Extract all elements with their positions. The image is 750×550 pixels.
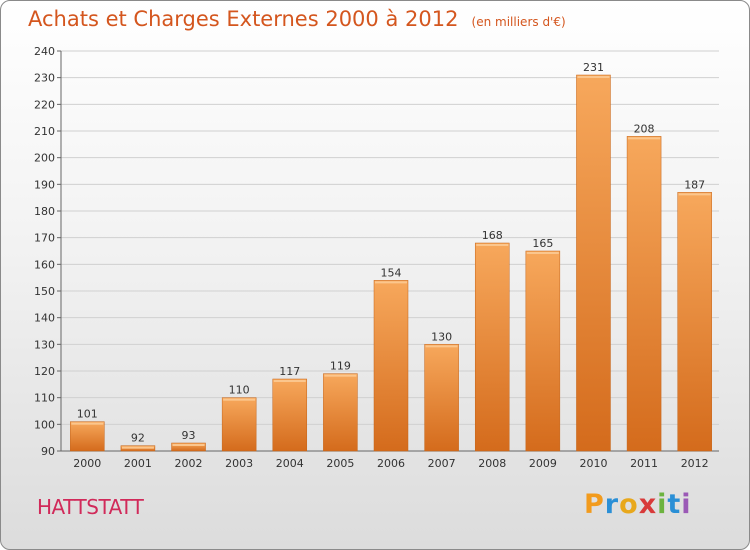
logo-letter: o bbox=[619, 489, 639, 520]
logo-letter: i bbox=[657, 489, 668, 520]
x-tick-label-2010: 2010 bbox=[579, 457, 607, 470]
bar-2002 bbox=[171, 442, 206, 452]
y-tick-label: 90 bbox=[41, 445, 55, 458]
bar-2010 bbox=[576, 74, 611, 452]
y-tick-label: 120 bbox=[34, 365, 55, 378]
data-label-2004: 117 bbox=[279, 365, 300, 378]
bar-highlight bbox=[526, 252, 559, 254]
x-tick-label-2006: 2006 bbox=[377, 457, 405, 470]
data-label-2001: 92 bbox=[131, 432, 145, 445]
bar-2011 bbox=[626, 136, 662, 452]
proxiti-logo: Proxiti bbox=[584, 489, 692, 520]
bar-2004 bbox=[272, 378, 308, 452]
data-label-2007: 130 bbox=[431, 330, 452, 343]
x-tick-label-2003: 2003 bbox=[225, 457, 253, 470]
bar-highlight bbox=[71, 422, 104, 425]
bar-2008 bbox=[474, 242, 510, 452]
x-tick-label-2008: 2008 bbox=[478, 457, 506, 470]
y-tick-label: 200 bbox=[34, 152, 55, 165]
x-tick-label-2011: 2011 bbox=[630, 457, 658, 470]
bar-highlight bbox=[324, 374, 357, 377]
x-tick-label-2002: 2002 bbox=[175, 457, 203, 470]
y-tick-label: 100 bbox=[34, 418, 55, 431]
data-label-2002: 93 bbox=[182, 429, 196, 442]
commune-name: HATTSTATT bbox=[37, 495, 144, 519]
bar-2000 bbox=[70, 421, 105, 452]
logo-letter: x bbox=[638, 489, 658, 520]
bar-highlight bbox=[223, 398, 256, 401]
logo-letter: P bbox=[584, 489, 605, 520]
bars: 101 92 93 110 117 119 154 130 168 165 231 208 187 bbox=[70, 61, 712, 452]
data-label-2003: 110 bbox=[229, 384, 250, 397]
bar-2005 bbox=[323, 373, 358, 452]
data-label-2000: 101 bbox=[77, 408, 98, 421]
y-tick-label: 110 bbox=[34, 392, 55, 405]
bar-highlight bbox=[425, 345, 458, 348]
data-label-2008: 168 bbox=[482, 229, 503, 242]
y-tick-label: 160 bbox=[34, 258, 55, 271]
x-tick-label-2007: 2007 bbox=[428, 457, 456, 470]
bar-2007 bbox=[424, 344, 459, 452]
bar-highlight bbox=[577, 76, 610, 78]
bar-2012 bbox=[677, 192, 712, 452]
x-tick-label-2000: 2000 bbox=[73, 457, 101, 470]
logo-letter: r bbox=[604, 489, 620, 520]
bar-highlight bbox=[628, 137, 661, 140]
bar-highlight bbox=[121, 446, 154, 449]
y-tick-label: 170 bbox=[34, 232, 55, 245]
y-tick-label: 190 bbox=[34, 178, 55, 191]
title-row: Achats et Charges Externes 2000 à 2012 (… bbox=[28, 7, 566, 31]
x-tick-label-2001: 2001 bbox=[124, 457, 152, 470]
x-tick-label-2009: 2009 bbox=[529, 457, 557, 470]
data-label-2012: 187 bbox=[684, 178, 705, 191]
data-label-2010: 231 bbox=[583, 61, 604, 74]
x-tick-label-2004: 2004 bbox=[276, 457, 304, 470]
bar-highlight bbox=[172, 444, 205, 446]
bar-2006 bbox=[373, 280, 409, 452]
data-label-2006: 154 bbox=[381, 266, 402, 279]
bar-highlight bbox=[375, 281, 407, 284]
y-tick-label: 180 bbox=[34, 205, 55, 218]
x-tick-label-2005: 2005 bbox=[326, 457, 354, 470]
logo-letter: i bbox=[681, 489, 692, 520]
x-tick-label-2012: 2012 bbox=[681, 457, 709, 470]
data-label-2005: 119 bbox=[330, 360, 351, 373]
y-tick-label: 220 bbox=[34, 98, 55, 111]
bar-highlight bbox=[678, 193, 711, 196]
bar-2003 bbox=[221, 397, 257, 452]
bar-highlight bbox=[273, 380, 306, 382]
chart-subtitle: (en milliers d'€) bbox=[471, 15, 566, 29]
bar-highlight bbox=[476, 244, 509, 246]
y-tick-label: 140 bbox=[34, 312, 55, 325]
data-label-2009: 165 bbox=[532, 237, 553, 250]
chart-title: Achats et Charges Externes 2000 à 2012 bbox=[28, 7, 459, 31]
y-tick-label: 130 bbox=[34, 338, 55, 351]
y-tick-label: 210 bbox=[34, 125, 55, 138]
logo-letter: t bbox=[667, 489, 682, 520]
bar-2009 bbox=[525, 250, 561, 452]
x-axis: 2000 2001 2002 2003 2004 2005 2006 2007 2008 2009… bbox=[73, 457, 708, 470]
y-tick-label: 240 bbox=[34, 45, 55, 58]
y-tick-label: 150 bbox=[34, 285, 55, 298]
y-tick-label: 230 bbox=[34, 72, 55, 85]
data-label-2011: 208 bbox=[634, 122, 655, 135]
